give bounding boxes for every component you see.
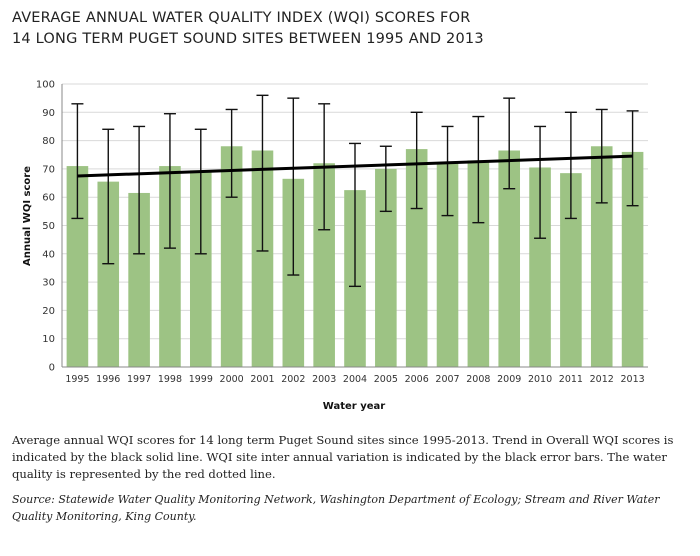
bar-1998 — [159, 166, 181, 367]
bar-2008 — [467, 160, 490, 367]
bar-2010 — [529, 167, 551, 367]
error-bar-1999 — [194, 128, 207, 255]
x-tick-label-2011: 2011 — [559, 374, 583, 385]
error-bar-2011 — [564, 111, 577, 220]
y-tick-label-50: 50 — [42, 221, 55, 232]
bar-1997 — [128, 192, 150, 367]
bar-2003 — [313, 163, 335, 367]
x-axis-label: Water year — [323, 401, 385, 412]
figure-source: Source: Statewide Water Quality Monitori… — [12, 493, 660, 523]
y-axis-label: Annual WQI score — [22, 166, 33, 266]
x-tick-label-2010: 2010 — [528, 374, 552, 385]
bar-2000 — [220, 146, 243, 367]
error-bar-2002 — [287, 97, 300, 276]
y-tick-label-90: 90 — [42, 108, 55, 119]
y-tick-label-30: 30 — [42, 278, 55, 289]
x-tick-label-2004: 2004 — [343, 374, 367, 385]
y-tick-label-100: 100 — [36, 80, 55, 91]
bar-2006 — [405, 149, 428, 367]
x-tick-label-2003: 2003 — [312, 374, 336, 385]
x-tick-label-2007: 2007 — [435, 374, 459, 385]
error-bar-1996 — [102, 128, 115, 265]
x-tick-label-2012: 2012 — [590, 374, 614, 385]
error-bar-2013 — [626, 110, 639, 207]
x-tick-label-2002: 2002 — [281, 374, 305, 385]
error-bar-1997 — [133, 125, 146, 255]
chart-title-line-2: 14 LONG TERM PUGET SOUND SITES BETWEEN 1… — [12, 31, 484, 47]
chart-title-line-1: AVERAGE ANNUAL WATER QUALITY INDEX (WQI)… — [12, 10, 471, 26]
bars — [66, 146, 644, 367]
bar-2007 — [436, 163, 459, 367]
y-tick-label-10: 10 — [42, 334, 55, 345]
x-tick-label-2005: 2005 — [374, 374, 398, 385]
error-bar-2008 — [472, 115, 485, 224]
x-tick-label-1997: 1997 — [127, 374, 151, 385]
chart-title: AVERAGE ANNUAL WATER QUALITY INDEX (WQI)… — [12, 8, 692, 50]
bar-2001 — [251, 150, 274, 367]
error-bar-1998 — [163, 113, 176, 249]
bar-2009 — [498, 150, 521, 367]
bar-1995 — [66, 166, 89, 367]
bar-1999 — [189, 170, 212, 367]
axes: 0 10 20 30 40 50 60 70 80 90 100 1995 1996 1997 1998 19… — [36, 80, 648, 385]
trend-line-group — [77, 154, 633, 178]
bar-2011 — [560, 173, 582, 367]
figure-caption: Average annual WQI scores for 14 long te… — [12, 433, 674, 481]
bar-2005 — [375, 168, 397, 367]
error-bar-2010 — [534, 125, 547, 239]
x-tick-label-1996: 1996 — [96, 374, 120, 385]
error-bar-2000 — [225, 108, 238, 198]
x-tick-label-2013: 2013 — [620, 374, 644, 385]
x-tick-label-1999: 1999 — [189, 374, 213, 385]
error-bars — [71, 94, 639, 288]
error-bar-2007 — [441, 125, 454, 217]
y-tick-label-70: 70 — [42, 164, 55, 175]
y-tick-label-0: 0 — [49, 363, 55, 374]
y-tick-label-60: 60 — [42, 193, 55, 204]
x-tick-label-1995: 1995 — [65, 374, 89, 385]
x-tick-label-2001: 2001 — [250, 374, 274, 385]
x-tick-label-2006: 2006 — [405, 374, 429, 385]
bar-1996 — [97, 181, 120, 367]
x-tick-label-2008: 2008 — [466, 374, 490, 385]
error-bar-2009 — [503, 97, 516, 190]
error-bar-1995 — [71, 103, 84, 220]
trend-line — [77, 154, 633, 178]
y-tick-label-20: 20 — [42, 306, 55, 317]
y-tick-label-40: 40 — [42, 249, 55, 260]
wqi-bar-chart: 0 10 20 30 40 50 60 70 80 90 100 1995 1996 1997 1998 19… — [22, 80, 648, 412]
x-tick-label-2000: 2000 — [220, 374, 244, 385]
y-tick-label-80: 80 — [42, 136, 55, 147]
bar-2012 — [590, 146, 613, 367]
x-tick-label-2009: 2009 — [497, 374, 521, 385]
x-tick-label-1998: 1998 — [158, 374, 182, 385]
error-bar-2001 — [256, 94, 269, 252]
error-bar-2005 — [379, 145, 392, 213]
error-bar-2006 — [410, 111, 423, 210]
